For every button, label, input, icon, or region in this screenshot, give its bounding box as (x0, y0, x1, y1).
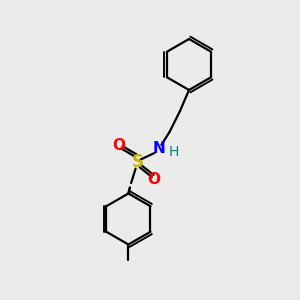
Text: O: O (112, 138, 125, 153)
Text: S: S (131, 153, 143, 171)
Text: N: N (153, 141, 165, 156)
Text: O: O (147, 172, 161, 188)
Text: H: H (168, 145, 178, 159)
